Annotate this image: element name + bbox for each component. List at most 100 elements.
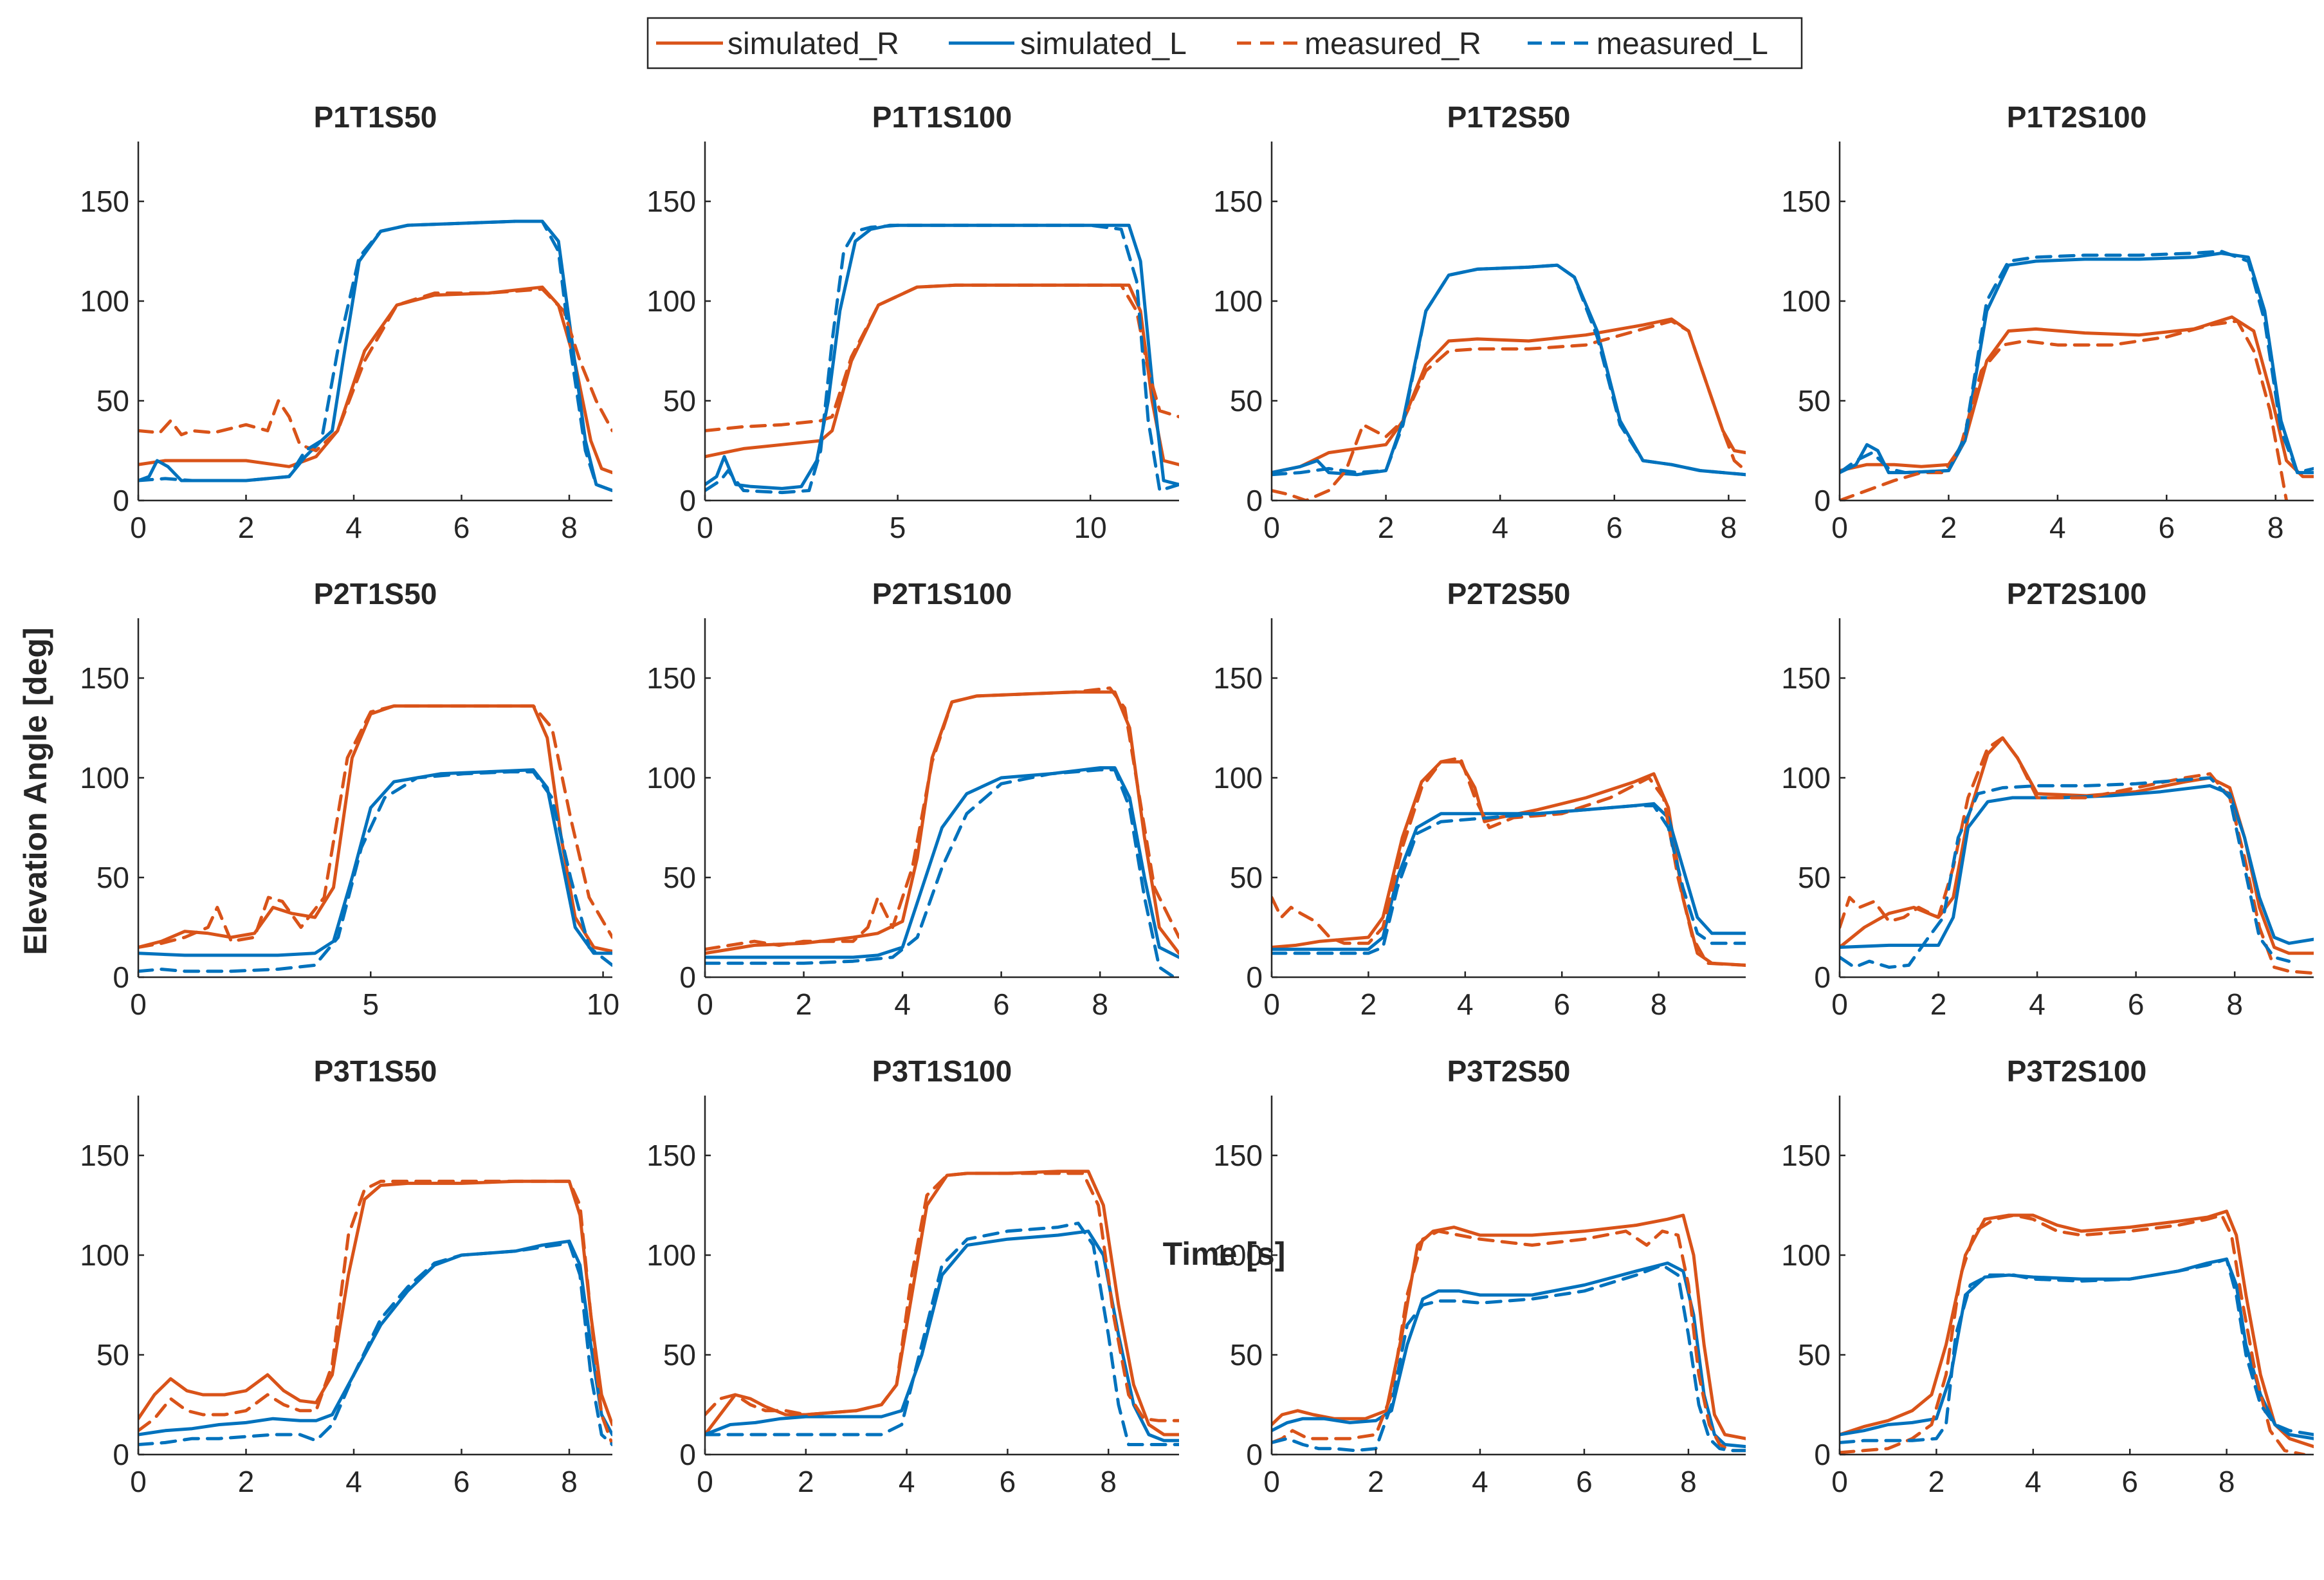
subplot-title: P2T2S50 — [1447, 577, 1571, 611]
series-group — [138, 1179, 612, 1446]
x-tick-label: 4 — [894, 987, 911, 1021]
y-tick-label: 100 — [1213, 761, 1263, 795]
x-tick-label: 8 — [1092, 987, 1108, 1021]
series-line-measured-r — [1272, 319, 1746, 501]
legend-label-measured-r: measured_R — [1304, 27, 1481, 61]
x-tick-label: 6 — [2128, 987, 2145, 1021]
y-tick-label: 150 — [1213, 185, 1263, 218]
y-tick-label: 0 — [113, 484, 129, 517]
series-line-simulated-l — [138, 1239, 612, 1437]
legend-label-measured-l: measured_L — [1597, 27, 1768, 61]
x-tick-label: 0 — [1831, 511, 1848, 544]
subplot-p3t2s50: P3T2S50 0 50 100 150 0 2 4 6 8 — [1213, 1054, 1746, 1498]
subplot-title: P2T1S50 — [314, 577, 437, 611]
y-tick-label: 0 — [679, 1438, 696, 1471]
subplot-title: P1T2S50 — [1447, 100, 1571, 134]
series-group — [138, 219, 612, 492]
y-tick-label: 50 — [96, 1338, 129, 1372]
y-tick-label: 150 — [1213, 1139, 1263, 1172]
x-tick-label: 5 — [890, 511, 906, 544]
subplot-title: P3T2S100 — [2007, 1054, 2146, 1088]
series-group — [1272, 1213, 1746, 1453]
x-tick-label: 10 — [1074, 511, 1107, 544]
x-tick-label: 6 — [453, 511, 470, 544]
y-tick-label: 0 — [113, 1438, 129, 1471]
y-tick-label: 0 — [1246, 960, 1263, 994]
y-tick-label: 150 — [646, 185, 696, 218]
y-tick-label: 50 — [663, 1338, 696, 1372]
x-tick-label: 4 — [345, 1465, 362, 1498]
y-tick-label: 100 — [80, 761, 129, 795]
series-line-simulated-r — [138, 704, 612, 953]
x-tick-label: 2 — [1928, 1465, 1945, 1498]
series-group — [1272, 263, 1746, 501]
x-tick-label: 4 — [1457, 987, 1474, 1021]
x-tick-label: 4 — [2025, 1465, 2042, 1498]
series-line-simulated-r — [705, 1170, 1179, 1437]
x-tick-label: 8 — [561, 511, 578, 544]
x-tick-label: 2 — [1360, 987, 1377, 1021]
x-tick-label: 8 — [2267, 511, 2284, 544]
series-group — [1840, 736, 2314, 975]
legend-item-measured-r: measured_R — [1237, 27, 1481, 61]
x-tick-label: 2 — [796, 987, 812, 1021]
y-tick-label: 0 — [679, 960, 696, 994]
series-line-measured-r — [705, 1171, 1179, 1422]
x-tick-label: 2 — [1941, 511, 1957, 544]
series-line-simulated-l — [705, 766, 1179, 959]
y-tick-label: 0 — [113, 960, 129, 994]
series-line-simulated-l — [1840, 252, 2314, 475]
y-tick-label: 0 — [1246, 484, 1263, 517]
subplot-p2t2s100: P2T2S100 0 50 100 150 0 2 4 6 8 — [1781, 577, 2314, 1021]
series-group — [1840, 250, 2314, 501]
series-line-measured-l — [705, 223, 1179, 495]
y-tick-label: 100 — [1213, 284, 1263, 318]
series-group — [138, 704, 612, 973]
series-line-measured-l — [1272, 804, 1746, 955]
y-tick-label: 150 — [646, 661, 696, 695]
series-line-measured-r — [1272, 1229, 1746, 1453]
x-tick-label: 6 — [1553, 987, 1570, 1021]
legend-box — [646, 17, 1803, 69]
y-axis-label: Elevation Angle [deg] — [17, 627, 53, 955]
subplot-p2t1s50: P2T1S50 0 50 100 150 0 5 10 — [80, 577, 619, 1021]
subplot-title: P1T1S50 — [314, 100, 437, 134]
series-line-measured-r — [138, 1179, 612, 1446]
x-tick-label: 2 — [238, 511, 255, 544]
subplot-p3t1s50: P3T1S50 0 50 100 150 0 2 4 6 8 — [80, 1054, 612, 1498]
legend-item-measured-l: measured_L — [1528, 27, 1768, 61]
x-tick-label: 8 — [561, 1465, 578, 1498]
subplot-p3t2s100: P3T2S100 0 50 100 150 0 2 4 6 8 — [1781, 1054, 2314, 1498]
y-tick-label: 150 — [80, 661, 129, 695]
x-axis-label: Time [s] — [1163, 1236, 1286, 1272]
series-line-measured-l — [138, 219, 612, 492]
series-line-simulated-r — [1272, 1213, 1746, 1440]
y-tick-label: 100 — [646, 1238, 696, 1272]
y-tick-label: 150 — [1781, 185, 1831, 218]
x-tick-label: 6 — [453, 1465, 470, 1498]
y-tick-label: 150 — [80, 185, 129, 218]
series-group — [705, 223, 1179, 495]
legend-item-simulated-l: simulated_L — [949, 27, 1187, 61]
legend: simulated_R simulated_L measured_R measu… — [646, 17, 1803, 69]
y-tick-label: 100 — [1781, 1238, 1831, 1272]
y-tick-label: 150 — [1213, 661, 1263, 695]
x-tick-label: 4 — [1472, 1465, 1488, 1498]
y-tick-label: 50 — [663, 861, 696, 894]
subplot-title: P3T1S100 — [872, 1054, 1012, 1088]
y-tick-label: 50 — [1230, 1338, 1263, 1372]
x-tick-label: 0 — [1263, 1465, 1280, 1498]
y-tick-label: 100 — [80, 284, 129, 318]
series-line-measured-l — [1840, 250, 2314, 475]
subplot-p2t2s50: P2T2S50 0 50 100 150 0 2 4 6 8 — [1213, 577, 1746, 1021]
x-tick-label: 0 — [1831, 987, 1848, 1021]
x-tick-label: 0 — [1263, 987, 1280, 1021]
x-tick-label: 2 — [798, 1465, 814, 1498]
y-tick-label: 50 — [1798, 384, 1831, 418]
series-line-measured-r — [1272, 756, 1746, 967]
x-tick-label: 0 — [1263, 511, 1280, 544]
series-line-measured-r — [705, 686, 1179, 951]
series-line-measured-l — [1840, 1257, 2314, 1444]
